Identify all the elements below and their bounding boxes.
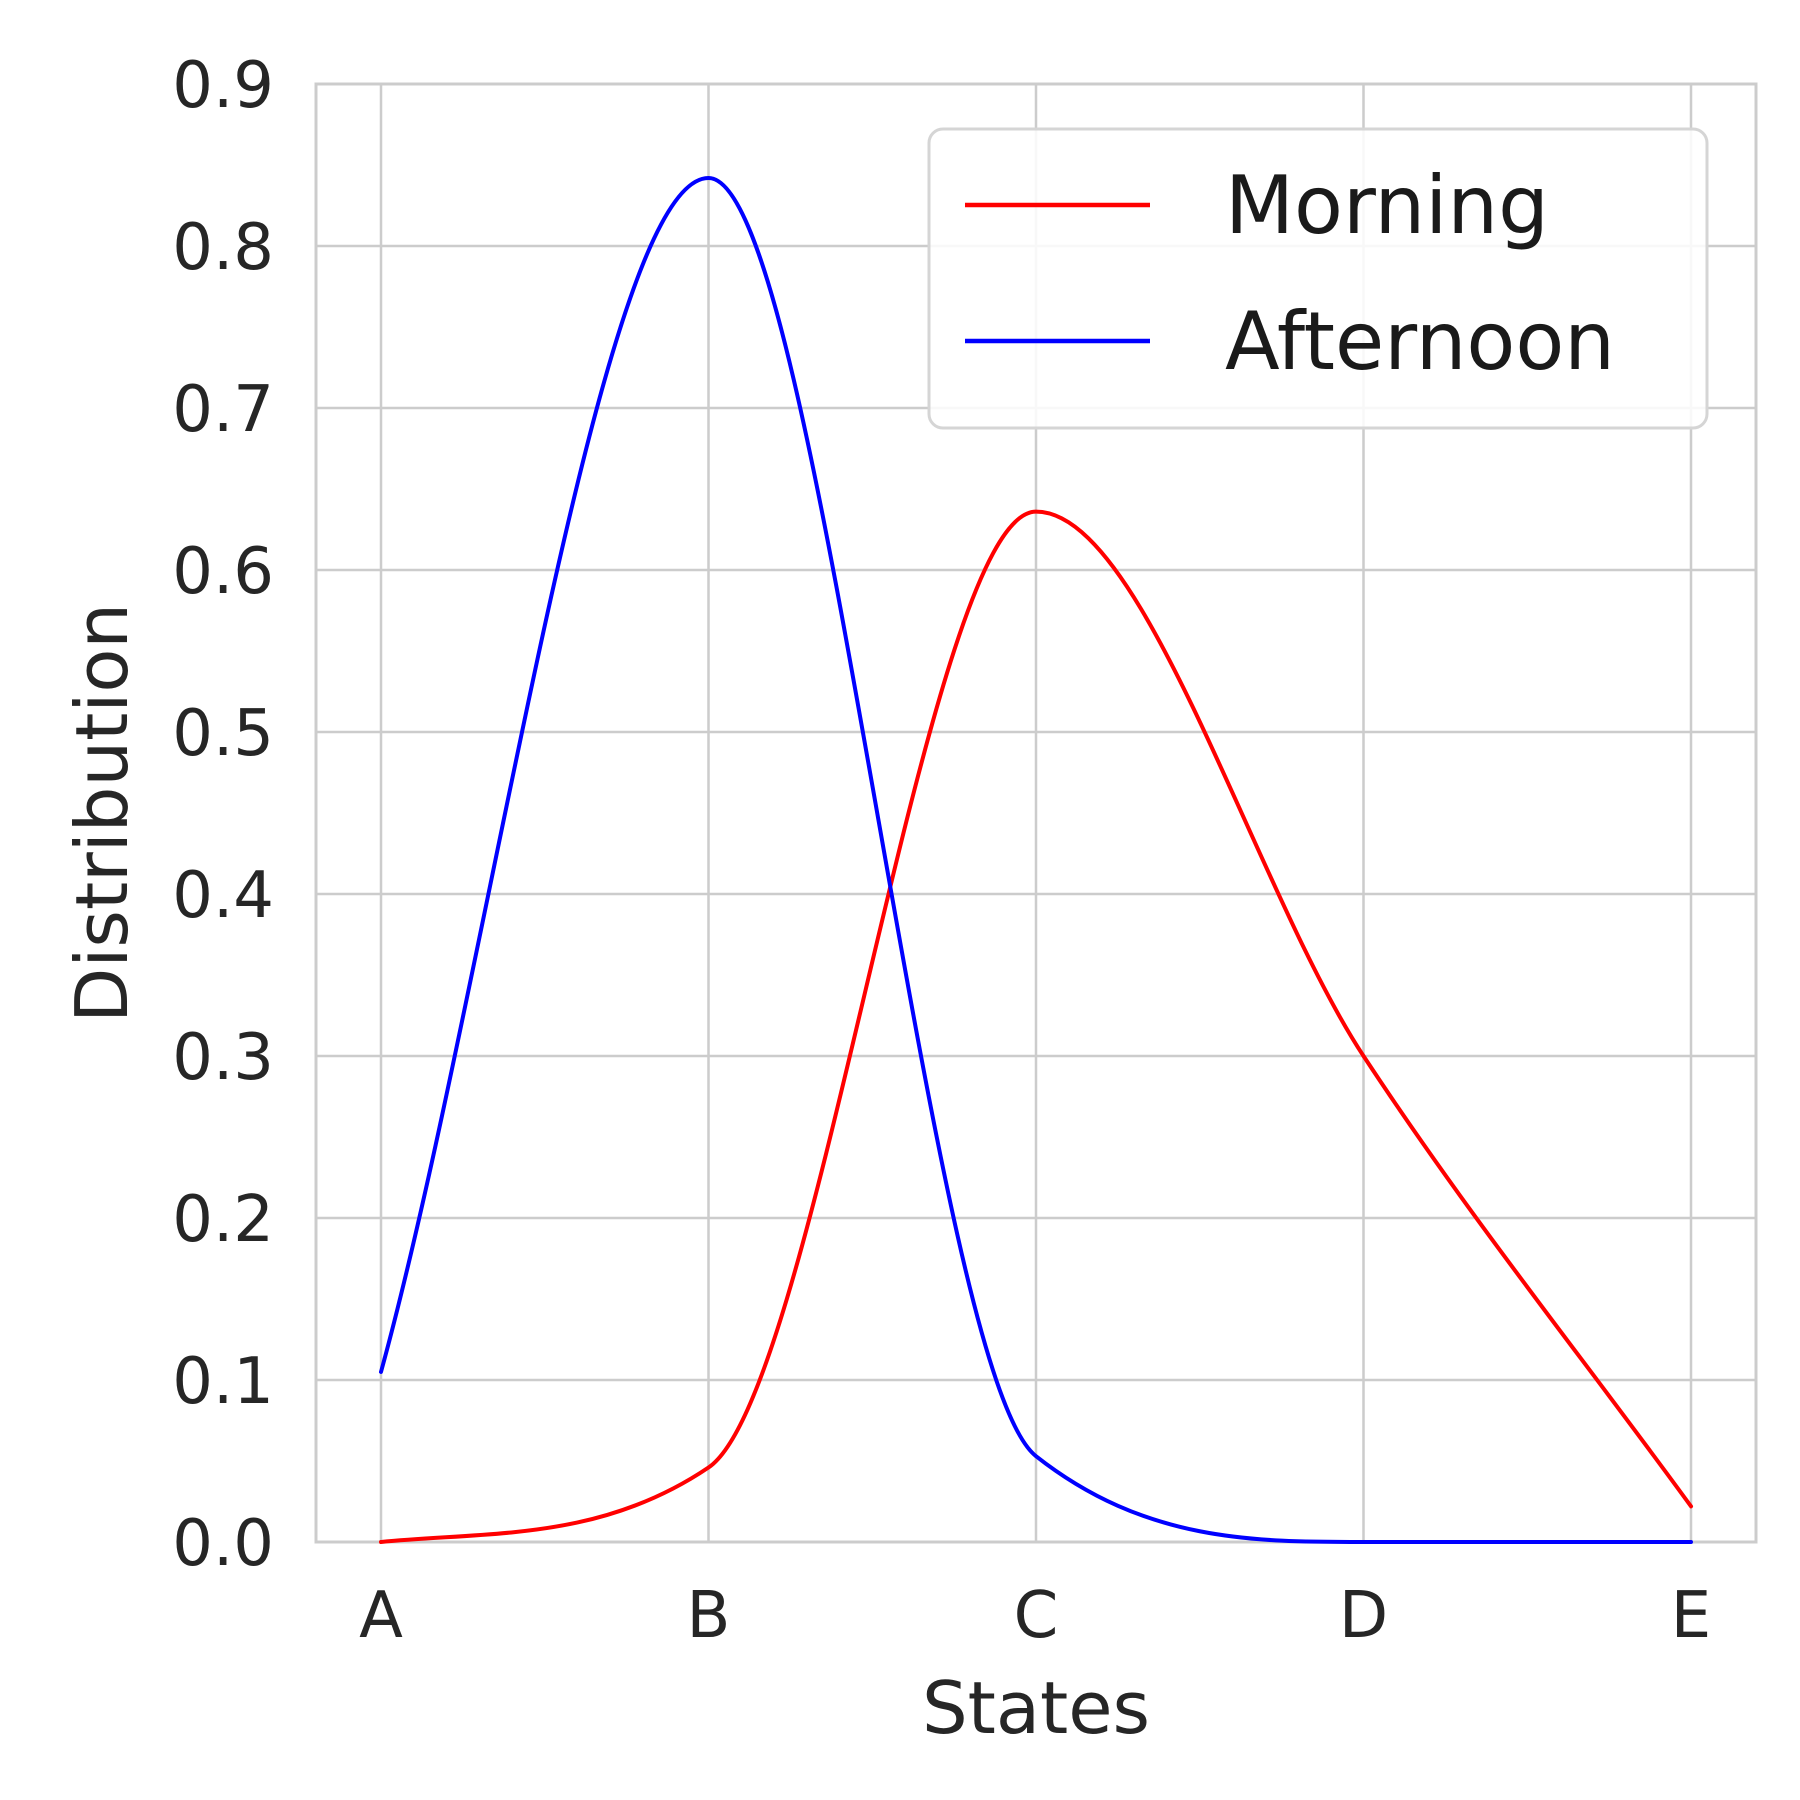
plot-frame (314, 82, 1758, 1544)
grid (316, 82, 1756, 1544)
y-tick-label: 0.6 (172, 535, 274, 609)
y-tick-label: 0.0 (172, 1507, 274, 1581)
y-tick-label: 0.9 (172, 49, 274, 123)
y-tick-label: 0.5 (172, 697, 274, 771)
x-axis-label: States (922, 1666, 1150, 1750)
x-tick-label: D (1339, 1579, 1388, 1653)
series-line-morning (379, 509, 1693, 1544)
legend-label-afternoon: Afternoon (1225, 295, 1615, 388)
y-tick-label: 0.8 (172, 211, 274, 285)
x-tick-label: A (359, 1579, 403, 1653)
series-layer (379, 175, 1693, 1545)
y-tick-label: 0.1 (172, 1345, 274, 1419)
series-line-afternoon (379, 175, 1693, 1545)
y-tick-label: 0.3 (172, 1021, 274, 1095)
y-axis-label: Distribution (60, 603, 144, 1023)
x-tick-label: E (1671, 1579, 1711, 1653)
legend: Morning Afternoon (927, 127, 1709, 430)
x-tick-label: C (1014, 1579, 1059, 1653)
legend-items: Morning Afternoon (965, 159, 1615, 388)
y-tick-labels: 0.0 0.1 0.2 0.3 0.4 0.5 0.6 0.7 0.8 0.9 (172, 49, 274, 1581)
legend-label-morning: Morning (1225, 159, 1549, 252)
y-tick-label: 0.4 (172, 859, 274, 933)
y-tick-label: 0.2 (172, 1183, 274, 1257)
x-tick-labels: A B C D E (359, 1579, 1711, 1653)
y-tick-label: 0.7 (172, 373, 274, 447)
x-tick-label: B (687, 1579, 731, 1653)
